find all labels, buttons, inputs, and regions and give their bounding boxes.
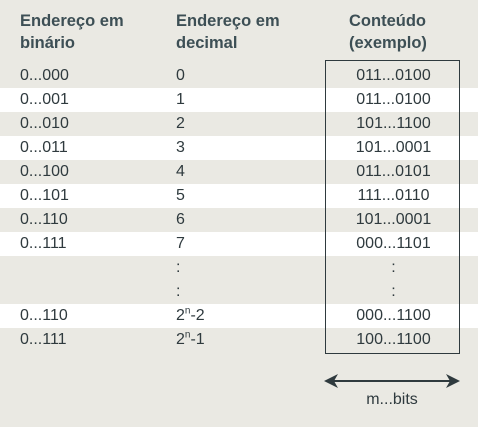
- decimal-ellipsis: :: [176, 259, 181, 276]
- header-content-line2: (exemplo): [349, 34, 427, 52]
- decimal-address: 1: [176, 91, 185, 108]
- binary-address: 0...111: [20, 331, 67, 348]
- header-content-line1: Conteúdo: [349, 12, 426, 30]
- double-arrow-icon: [324, 374, 460, 388]
- content-ellipsis: :: [391, 259, 396, 276]
- binary-address: 0...101: [20, 187, 69, 204]
- decimal-address: 2n-2: [176, 306, 205, 326]
- memory-content: 101...0001: [355, 211, 432, 228]
- table-row: 0...010 2 101...1100: [0, 112, 478, 136]
- header-binary-line2: binário: [20, 34, 76, 52]
- table-body: 0...000 0 011...0100 0...001 1 011...0100 0.…: [0, 64, 478, 352]
- header-content-example: Conteúdo (exemplo): [349, 10, 427, 54]
- memory-content: 011...0100: [356, 67, 431, 84]
- decimal-ellipsis: :: [176, 283, 181, 300]
- decimal-address: 7: [176, 235, 185, 252]
- decimal-base: 2: [176, 307, 185, 324]
- memory-content: 101...1100: [356, 115, 431, 132]
- table-row: 0...111 2n-1 100...1100: [0, 328, 478, 352]
- memory-content: 011...0100: [356, 91, 431, 108]
- memory-content: 000...1101: [356, 235, 431, 252]
- decimal-base: 2: [176, 331, 185, 348]
- header-decimal-line1: Endereço em: [176, 12, 280, 30]
- table-row: 0...001 1 011...0100: [0, 88, 478, 112]
- table-row-ellipsis: ::: [0, 280, 478, 304]
- binary-address: 0...110: [20, 211, 68, 228]
- memory-content: 111...0110: [357, 187, 430, 204]
- header-decimal-address: Endereço em decimal: [176, 10, 280, 54]
- binary-address: 0...110: [20, 307, 68, 324]
- binary-address: 0...010: [20, 115, 69, 132]
- header-binary-line1: Endereço em: [20, 12, 124, 30]
- table-row: 0...110 2n-2 000...1100: [0, 304, 478, 328]
- table-row: 0...111 7 000...1101: [0, 232, 478, 256]
- table-row: 0...100 4 011...0101: [0, 160, 478, 184]
- binary-address: 0...100: [20, 163, 69, 180]
- table-row-ellipsis: ::: [0, 256, 478, 280]
- memory-content: 101...0001: [355, 139, 432, 156]
- decimal-offset: -1: [190, 331, 205, 348]
- bit-width-label: m...bits: [366, 391, 418, 408]
- table-row: 0...110 6 101...0001: [0, 208, 478, 232]
- table-row: 0...011 3 101...0001: [0, 136, 478, 160]
- table-row: 0...101 5 111...0110: [0, 184, 478, 208]
- decimal-exponent: n: [184, 329, 191, 341]
- decimal-address: 5: [176, 187, 185, 204]
- memory-content: 011...0101: [356, 163, 431, 180]
- binary-address: 0...011: [20, 139, 68, 156]
- header-binary-address: Endereço em binário: [20, 10, 124, 54]
- decimal-offset: -2: [190, 307, 205, 324]
- memory-content: 000...1100: [356, 307, 431, 324]
- content-ellipsis: :: [391, 283, 396, 300]
- table-row: 0...000 0 011...0100: [0, 64, 478, 88]
- decimal-address: 4: [176, 163, 185, 180]
- decimal-address: 2n-1: [176, 330, 205, 350]
- decimal-exponent: n: [184, 305, 191, 317]
- binary-address: 0...001: [20, 91, 69, 108]
- decimal-address: 6: [176, 211, 185, 228]
- decimal-address: 2: [176, 115, 185, 132]
- binary-address: 0...111: [20, 235, 67, 252]
- decimal-address: 3: [176, 139, 185, 156]
- decimal-address: 0: [176, 67, 185, 84]
- memory-content: 100...1100: [356, 331, 431, 348]
- binary-address: 0...000: [20, 67, 69, 84]
- header-decimal-line2: decimal: [176, 34, 238, 52]
